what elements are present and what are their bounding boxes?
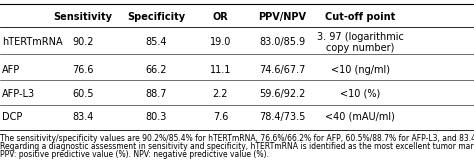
Text: <10 (ng/ml): <10 (ng/ml) xyxy=(331,65,390,75)
Text: 3. 97 (logarithmic
copy number): 3. 97 (logarithmic copy number) xyxy=(317,32,404,53)
Text: <10 (%): <10 (%) xyxy=(340,89,380,99)
Text: 66.2: 66.2 xyxy=(146,65,167,75)
Text: AFP: AFP xyxy=(2,65,21,75)
Text: 78.4/73.5: 78.4/73.5 xyxy=(259,112,305,122)
Text: 11.1: 11.1 xyxy=(210,65,231,75)
Text: PPV: positive predictive value (%). NPV: negative predictive value (%).: PPV: positive predictive value (%). NPV:… xyxy=(0,150,269,159)
Text: 59.6/92.2: 59.6/92.2 xyxy=(259,89,305,99)
Text: The sensitivity/specificity values are 90.2%/85.4% for hTERTmRNA, 76.6%/66.2% fo: The sensitivity/specificity values are 9… xyxy=(0,134,474,143)
Text: 90.2: 90.2 xyxy=(72,37,94,47)
Text: Cut-off point: Cut-off point xyxy=(325,12,395,22)
Text: 83.0/85.9: 83.0/85.9 xyxy=(259,37,305,47)
Text: DCP: DCP xyxy=(2,112,23,122)
Text: AFP-L3: AFP-L3 xyxy=(2,89,36,99)
Text: 2.2: 2.2 xyxy=(213,89,228,99)
Text: 76.6: 76.6 xyxy=(72,65,94,75)
Text: 88.7: 88.7 xyxy=(146,89,167,99)
Text: PPV/NPV: PPV/NPV xyxy=(258,12,306,22)
Text: 60.5: 60.5 xyxy=(72,89,94,99)
Text: Sensitivity: Sensitivity xyxy=(54,12,112,22)
Text: hTERTmRNA: hTERTmRNA xyxy=(2,37,63,47)
Text: 80.3: 80.3 xyxy=(146,112,167,122)
Text: 83.4: 83.4 xyxy=(72,112,94,122)
Text: Regarding a diagnostic assessment in sensitivity and specificity, hTERTmRNA is i: Regarding a diagnostic assessment in sen… xyxy=(0,142,474,151)
Text: OR: OR xyxy=(212,12,228,22)
Text: 74.6/67.7: 74.6/67.7 xyxy=(259,65,305,75)
Text: Specificity: Specificity xyxy=(128,12,185,22)
Text: 19.0: 19.0 xyxy=(210,37,231,47)
Text: 7.6: 7.6 xyxy=(213,112,228,122)
Text: 85.4: 85.4 xyxy=(146,37,167,47)
Text: <40 (mAU/ml): <40 (mAU/ml) xyxy=(325,112,395,122)
